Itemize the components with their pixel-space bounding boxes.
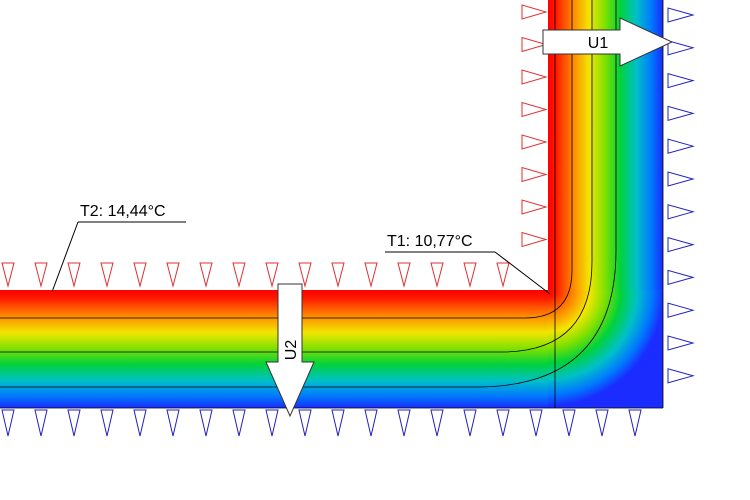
boundary-triangle (562, 409, 576, 437)
boundary-triangle (521, 36, 548, 53)
boundary-triangle (463, 262, 477, 288)
boundary-triangle (667, 368, 695, 384)
boundary-triangle (331, 409, 345, 437)
boundary-triangle (298, 409, 312, 437)
boundary-triangle (67, 409, 81, 437)
boundary-triangle (265, 409, 279, 437)
boundary-triangle (1, 262, 15, 288)
boundary-triangle (100, 262, 114, 288)
arrow-u1: U1 (542, 17, 674, 67)
boundary-triangle (667, 72, 695, 89)
boundary-triangle (430, 409, 444, 437)
boundary-triangle (667, 40, 695, 56)
boundary-triangle (364, 409, 378, 437)
boundary-triangle (521, 69, 548, 85)
boundary-triangle (133, 262, 147, 288)
boundary-triangle (496, 409, 510, 437)
wall-corner (548, 290, 663, 408)
leaders (51, 221, 551, 295)
boundary-triangle (667, 7, 695, 23)
u1-label: U1 (588, 35, 609, 52)
boundary-triangle (34, 262, 48, 288)
boundary-triangle (667, 204, 695, 220)
boundary-triangle (34, 409, 48, 437)
boundary-triangle (521, 199, 548, 215)
boundary-triangle (67, 262, 81, 288)
boundary-triangle (166, 262, 180, 288)
boundary-triangle (667, 138, 695, 154)
boundary-triangle (667, 171, 695, 187)
boundary-triangle (397, 409, 411, 437)
boundary-triangle (397, 262, 411, 288)
boundary-triangle (667, 335, 695, 351)
boundary-triangle (628, 409, 642, 437)
boundary-triangle (232, 262, 246, 288)
boundary-triangle (232, 409, 246, 437)
boundary-markers (1, 4, 695, 437)
boundary-triangle (667, 302, 695, 318)
boundary-triangle (199, 262, 213, 288)
boundary-triangle (521, 4, 548, 20)
boundary-triangle (595, 409, 609, 437)
boundary-triangle (100, 409, 114, 437)
boundary-triangle (521, 231, 548, 248)
boundary-triangle (430, 262, 444, 288)
boundary-triangle (496, 262, 510, 288)
boundary-triangle (298, 262, 312, 288)
u2-label: U2 (283, 340, 300, 361)
boundary-triangle (1, 409, 15, 437)
boundary-triangle (265, 262, 279, 288)
boundary-triangle (166, 409, 180, 437)
t1-label: T1: 10,77°C (387, 233, 473, 250)
boundary-triangle (521, 134, 548, 150)
boundary-triangle (667, 269, 695, 286)
boundary-triangle (529, 409, 543, 437)
isotherms (0, 0, 664, 409)
boundary-triangle (667, 105, 695, 122)
boundary-triangle (521, 166, 548, 183)
boundary-triangle (667, 236, 695, 253)
arrow-u2: U2 (265, 283, 315, 418)
boundary-triangle (199, 409, 213, 437)
boundary-triangle (331, 262, 345, 288)
boundary-triangle (521, 101, 548, 118)
boundary-triangle (364, 262, 378, 288)
wall-horizontal (0, 290, 549, 408)
boundary-triangle (133, 409, 147, 437)
t2-label: T2: 14,44°C (80, 203, 166, 220)
boundary-triangle (463, 409, 477, 437)
